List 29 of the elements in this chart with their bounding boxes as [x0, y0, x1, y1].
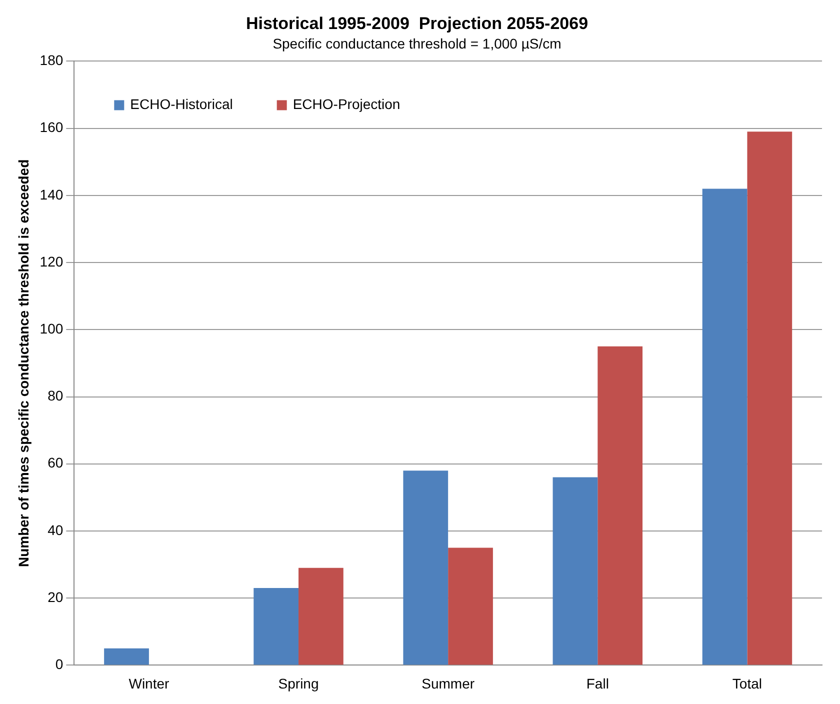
bar — [747, 132, 792, 665]
x-tick-label: Total — [732, 675, 762, 692]
bar — [104, 648, 149, 665]
y-tick-label: 120 — [40, 253, 64, 270]
y-tick-label: 140 — [40, 186, 64, 202]
y-tick-label: 180 — [40, 52, 64, 68]
x-tick-label: Spring — [278, 675, 319, 692]
y-tick-label: 160 — [40, 119, 64, 136]
y-tick-label: 100 — [40, 320, 64, 337]
x-tick-label: Summer — [422, 675, 475, 692]
y-tick-label: 20 — [48, 588, 64, 605]
bar — [403, 470, 448, 665]
bar — [702, 188, 748, 665]
legend-label: ECHO-Projection — [292, 96, 400, 112]
y-tick-label: 80 — [48, 388, 64, 404]
legend-label: ECHO-Historical — [130, 96, 233, 112]
y-tick-label: 0 — [55, 656, 64, 672]
y-axis-title: Number of times specific conductance threshold is exceeded — [15, 159, 32, 568]
chart-title: Historical 1995-2009 Projection 2055-2069 — [246, 14, 588, 33]
chart-subtitle: Specific conductance threshold = 1,000 µS/cm — [272, 36, 562, 52]
x-tick-label: Winter — [128, 675, 170, 692]
y-tick-label: 60 — [48, 454, 64, 471]
y-tick-label: 40 — [48, 522, 64, 538]
bar — [448, 548, 493, 665]
bar — [598, 346, 643, 665]
x-tick-label: Fall — [586, 675, 609, 692]
bar — [254, 588, 299, 665]
bar — [552, 477, 598, 665]
bar — [298, 568, 344, 665]
